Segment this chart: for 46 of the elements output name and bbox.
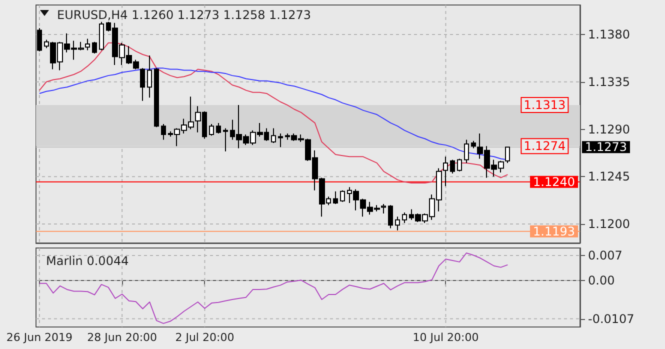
ref-line-label: 1.1273 xyxy=(585,140,627,154)
candlestick xyxy=(154,68,159,128)
candlestick xyxy=(505,146,510,164)
x-tick-label: 28 Jun 20:00 xyxy=(87,331,158,344)
candlestick xyxy=(85,38,90,51)
candlestick xyxy=(340,190,345,202)
candlestick xyxy=(140,68,145,102)
candlestick xyxy=(216,122,221,134)
annotation: 1.1313 xyxy=(524,98,566,112)
candlestick xyxy=(99,21,104,51)
chart-title: EURUSD,H4 1.1260 1.1273 1.1258 1.1273 xyxy=(57,8,312,22)
text: Marlin 0.0044 xyxy=(46,254,129,268)
candlestick xyxy=(457,158,462,172)
y-tick-label: 1.1380 xyxy=(588,27,630,42)
candlestick xyxy=(450,159,455,174)
candlestick xyxy=(147,55,152,98)
candlestick xyxy=(209,124,214,136)
line-series xyxy=(38,42,508,184)
x-tick-label: 26 Jun 2019 xyxy=(6,331,73,344)
x-tick-label: 10 Jul 20:00 xyxy=(412,331,479,344)
candlestick xyxy=(381,204,386,214)
candlestick xyxy=(443,156,448,187)
candlestick xyxy=(161,124,166,140)
candlestick xyxy=(464,139,469,164)
candlestick xyxy=(471,140,476,149)
y-tick-label: 1.1245 xyxy=(588,170,630,184)
y-tick-label: 0.007 xyxy=(588,248,622,263)
y-tick-label: 1.1335 xyxy=(588,74,630,89)
candlestick xyxy=(395,216,400,231)
candlestick xyxy=(333,190,338,205)
y-tick-label: 1.1290 xyxy=(588,122,630,136)
candlestick xyxy=(388,204,393,229)
line-series xyxy=(38,252,508,324)
y-tick-label: 1.1200 xyxy=(588,217,630,232)
candlestick xyxy=(278,132,283,148)
y-tick-label: 0.00 xyxy=(588,274,615,288)
y-tick-label: -0.0107 xyxy=(588,312,634,326)
candlestick xyxy=(223,128,228,152)
candlestick xyxy=(37,28,42,52)
annotation: 1.1274 xyxy=(524,139,566,154)
x-tick-label: 2 Jul 20:00 xyxy=(175,331,234,344)
ref-line-label: 1.1240 xyxy=(533,174,575,189)
ref-line-label: 1.1193 xyxy=(533,224,575,238)
candlestick xyxy=(402,212,407,224)
candlestick xyxy=(271,128,276,144)
candlestick xyxy=(92,41,97,54)
